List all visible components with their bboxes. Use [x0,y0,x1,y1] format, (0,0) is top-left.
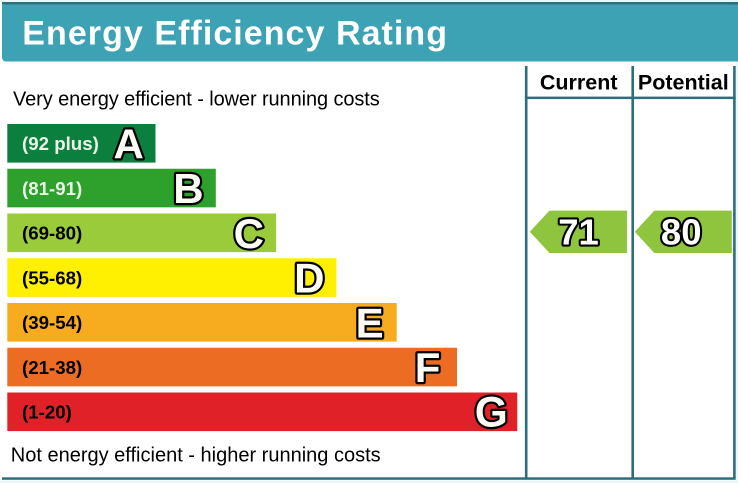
svg-text:Not energy efficient - higher: Not energy efficient - higher running co… [11,445,381,467]
svg-text:(92 plus): (92 plus) [22,133,99,154]
svg-text:E: E [356,299,384,346]
svg-text:(39-54): (39-54) [22,312,82,333]
svg-text:D: D [294,255,324,302]
svg-text:C: C [234,210,264,257]
svg-text:71: 71 [558,212,599,253]
svg-text:Potential: Potential [638,70,729,94]
svg-text:Very energy efficient - lower: Very energy efficient - lower running co… [13,88,380,110]
svg-text:G: G [475,390,508,437]
svg-text:F: F [415,344,441,391]
svg-text:80: 80 [661,212,702,253]
svg-text:Energy Efficiency Rating: Energy Efficiency Rating [22,14,448,52]
svg-text:(1-20): (1-20) [22,402,72,423]
svg-text:Current: Current [540,70,618,94]
svg-text:(55-68): (55-68) [22,267,82,288]
svg-text:(81-91): (81-91) [22,178,82,199]
svg-text:B: B [173,165,203,212]
svg-text:(69-80): (69-80) [22,223,82,244]
svg-text:(21-38): (21-38) [22,357,82,378]
svg-text:A: A [114,120,144,167]
